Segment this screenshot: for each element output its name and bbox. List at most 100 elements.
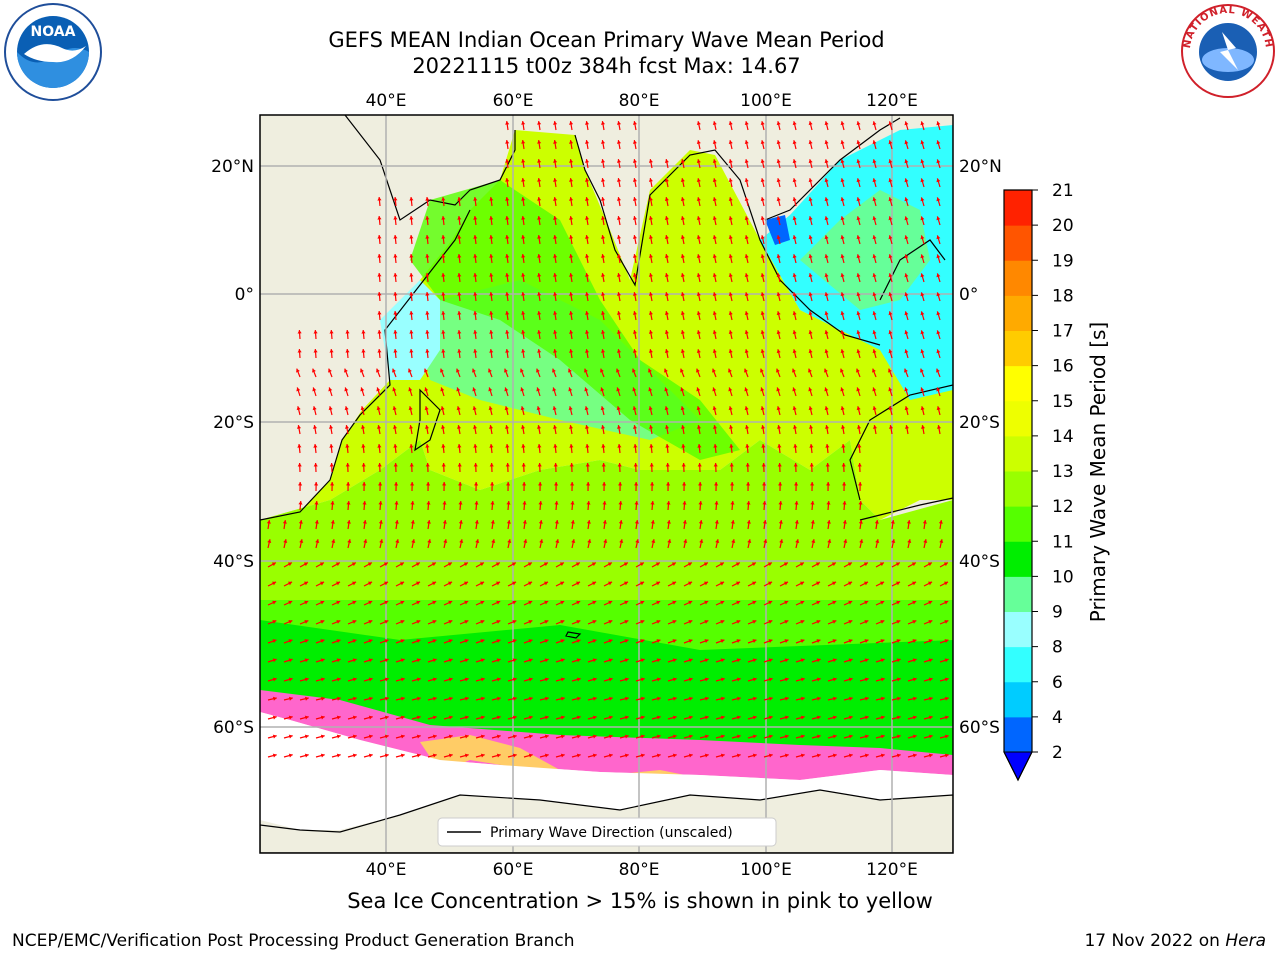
wave-arrow-head <box>936 349 941 354</box>
wave-arrow-head <box>920 349 925 354</box>
wave-arrow-head <box>936 330 941 335</box>
wave-arrow-head <box>345 463 350 467</box>
wave-arrow-head <box>808 159 813 164</box>
wave-arrow-head <box>457 254 462 258</box>
wave-arrow-head <box>352 581 357 586</box>
wave-arrow-head <box>704 639 709 644</box>
wave-arrow-head <box>703 562 708 567</box>
wave-arrow-head <box>776 254 781 259</box>
wave-arrow-head <box>840 387 845 392</box>
wave-arrow-head <box>544 639 549 644</box>
wave-arrow-head <box>728 311 733 316</box>
lat-tick-label: 60°S <box>213 718 254 738</box>
wave-arrow-head <box>496 715 501 720</box>
wave-arrow-head <box>728 368 732 373</box>
wave-arrow-head <box>681 444 686 448</box>
wave-arrow-head <box>448 753 453 758</box>
wave-arrow-head <box>618 520 623 524</box>
wave-arrow-head <box>448 715 453 720</box>
wave-arrow-head <box>784 658 789 663</box>
wave-arrow-head <box>521 292 526 296</box>
wave-arrow-head <box>586 482 591 486</box>
wave-arrow-head <box>496 658 501 663</box>
wave-arrow-head <box>361 330 366 334</box>
wave-arrow-head <box>888 349 893 354</box>
wave-arrow-head <box>832 658 837 663</box>
wave-arrow-head <box>480 658 485 663</box>
wave-arrow-head <box>760 235 765 240</box>
wave-arrow-head <box>489 235 494 239</box>
wave-arrow-head <box>888 330 893 335</box>
wave-arrow-head <box>712 140 717 144</box>
wave-arrow-head <box>608 715 613 720</box>
wave-arrow-head <box>832 619 837 624</box>
wave-arrow-head <box>552 406 557 411</box>
wave-arrow-head <box>704 619 709 624</box>
wave-arrow-head <box>457 197 462 201</box>
wave-arrow-head <box>544 715 549 720</box>
wave-arrow-head <box>736 753 741 758</box>
wave-arrow-head <box>792 254 797 259</box>
wave-arrow-head <box>680 425 686 429</box>
wave-arrow-head <box>553 273 558 277</box>
wave-arrow-head <box>760 387 765 392</box>
wave-arrow-head <box>383 562 388 567</box>
wave-arrow-head <box>856 235 861 240</box>
colorbar-tick-label: 20 <box>1052 216 1074 236</box>
wave-arrow-head <box>568 387 573 392</box>
wave-arrow-head <box>425 197 430 201</box>
wave-arrow-head <box>361 463 366 467</box>
wave-arrow-head <box>824 178 829 183</box>
wave-arrow-head <box>824 368 828 373</box>
wave-arrow-head <box>922 520 927 524</box>
wave-arrow-head <box>553 140 558 144</box>
wave-arrow-head <box>720 600 725 605</box>
wave-arrow-head <box>553 121 558 125</box>
wave-arrow-head <box>808 425 814 429</box>
wave-arrow-head <box>936 178 941 183</box>
wave-arrow-head <box>712 178 717 182</box>
wave-arrow-head <box>393 216 398 220</box>
wave-arrow-head <box>656 677 661 682</box>
wave-arrow-head <box>304 753 309 758</box>
wave-arrow-head <box>714 482 719 486</box>
wave-arrow-head <box>904 311 909 316</box>
wave-arrow-head <box>816 734 821 739</box>
wave-arrow-head <box>505 292 510 296</box>
wave-arrow-head <box>888 235 893 240</box>
wave-arrow-head <box>735 562 740 567</box>
wave-arrow-head <box>872 197 877 202</box>
wave-arrow-head <box>608 696 613 701</box>
wave-arrow-head <box>560 734 565 739</box>
wave-arrow-head <box>473 349 478 353</box>
wave-arrow-head <box>872 330 877 335</box>
wave-arrow-head <box>616 406 621 411</box>
wave-arrow-head <box>576 600 581 605</box>
wave-arrow-head <box>728 425 734 429</box>
wave-arrow-head <box>600 197 606 201</box>
colorbar-tick-label: 11 <box>1052 532 1074 552</box>
wave-arrow-head <box>521 254 526 258</box>
wave-arrow-head <box>810 520 815 524</box>
lat-tick-label: 20°S <box>213 413 254 433</box>
wave-arrow-head <box>505 140 510 144</box>
wave-arrow-head <box>697 444 702 448</box>
wave-arrow-head <box>296 387 301 392</box>
wave-arrow-head <box>648 425 654 429</box>
wave-arrow-head <box>840 235 845 240</box>
wave-arrow-head <box>489 463 494 467</box>
wave-arrow-head <box>570 501 575 505</box>
wave-arrow-head <box>489 444 494 448</box>
wave-arrow-head <box>384 715 389 720</box>
wave-arrow-head <box>409 254 414 258</box>
wave-arrow-head <box>585 159 590 163</box>
wave-arrow-head <box>720 658 725 663</box>
wave-arrow-head <box>632 159 637 163</box>
wave-arrow-head <box>856 140 861 145</box>
wave-arrow-head <box>875 539 880 544</box>
wave-arrow-head <box>632 235 637 239</box>
wave-arrow-head <box>872 140 877 145</box>
wave-arrow-head <box>426 482 431 486</box>
colorbar-segment <box>1004 716 1032 753</box>
wave-arrow-head <box>672 658 677 663</box>
